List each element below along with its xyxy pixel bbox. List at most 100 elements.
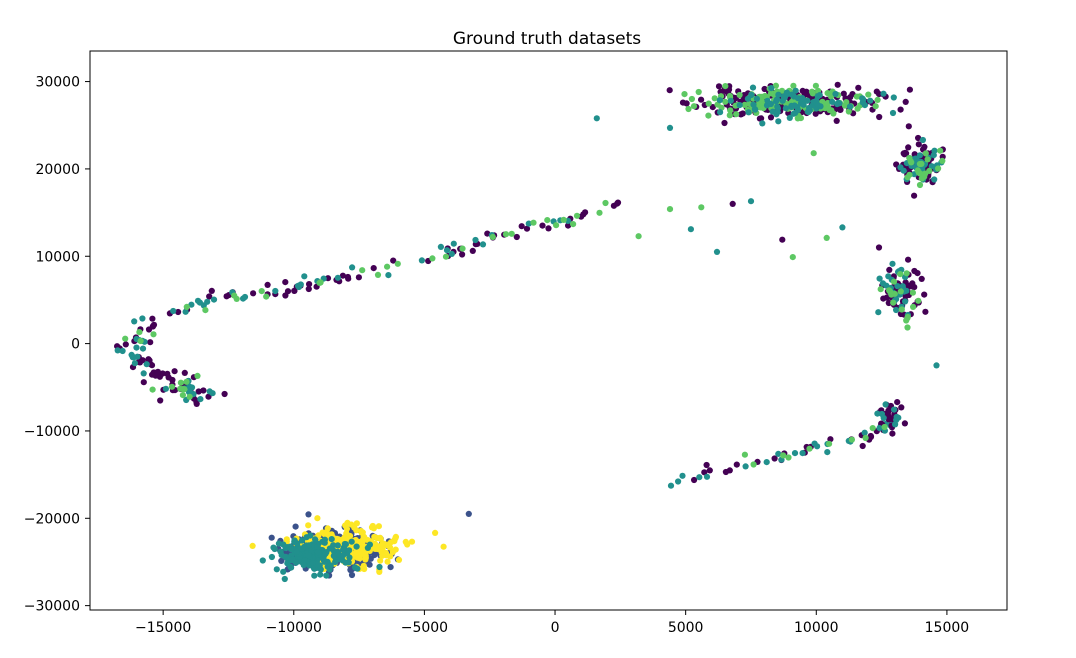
scatter-point: [666, 87, 673, 94]
scatter-point: [894, 399, 901, 406]
scatter-point: [440, 543, 447, 550]
x-tick-label: 10000: [794, 620, 839, 636]
scatter-point: [911, 267, 918, 275]
scatter-point: [334, 542, 341, 549]
scatter-point: [384, 263, 391, 270]
scatter-point: [921, 291, 928, 298]
scatter-point: [205, 393, 212, 400]
scatter-point: [136, 329, 143, 336]
scatter-point: [722, 98, 729, 105]
scatter-point: [905, 144, 912, 151]
scatter-point: [472, 236, 479, 244]
scatter-point: [733, 461, 740, 468]
scatter-point: [370, 265, 377, 272]
scatter-point: [443, 247, 451, 254]
scatter-point: [208, 287, 215, 294]
scatter-point: [323, 528, 330, 536]
scatter-point: [221, 390, 228, 398]
chart-title: Ground truth datasets: [453, 29, 641, 49]
scatter-point: [385, 272, 392, 279]
scatter-point: [799, 95, 806, 102]
scatter-point: [745, 109, 752, 116]
scatter-point: [727, 97, 734, 104]
scatter-point: [356, 555, 363, 562]
scatter-point: [880, 295, 887, 302]
scatter-point: [573, 212, 581, 219]
scatter-point: [371, 533, 378, 540]
scatter-point: [918, 275, 925, 282]
scatter-point: [882, 401, 889, 408]
scatter-point: [893, 306, 900, 314]
y-tick-label: 0: [71, 337, 80, 353]
scatter-point: [150, 331, 157, 338]
scatter-point: [891, 290, 898, 297]
scatter-point: [539, 222, 546, 229]
scatter-point: [565, 222, 572, 229]
scatter-point: [775, 118, 782, 125]
scatter-point: [307, 532, 314, 539]
scatter-point: [889, 109, 897, 117]
scatter-point: [596, 209, 603, 216]
scatter-point: [264, 281, 271, 288]
scatter-point: [933, 362, 940, 369]
scatter-point: [349, 264, 356, 271]
scatter-point: [890, 94, 897, 101]
scatter-point: [281, 575, 288, 583]
scatter-point: [353, 543, 360, 550]
scatter-point: [177, 379, 184, 386]
scatter-point: [179, 392, 186, 399]
scatter-point: [889, 430, 896, 437]
scatter-point: [919, 136, 927, 144]
scatter-point: [715, 83, 723, 90]
scatter-point: [408, 538, 416, 545]
scatter-point: [775, 450, 782, 457]
scatter-point: [792, 87, 799, 94]
scatter-point: [513, 233, 520, 241]
x-tick-label: −15000: [135, 620, 191, 636]
y-tick-label: 20000: [35, 162, 80, 178]
y-tick-label: −10000: [24, 424, 80, 440]
scatter-point: [282, 279, 289, 286]
scatter-point: [893, 413, 900, 421]
scatter-point: [392, 534, 399, 542]
scatter-point: [149, 315, 156, 322]
scatter-point: [767, 100, 775, 108]
scatter-point: [314, 549, 322, 556]
scatter-point: [703, 473, 711, 480]
scatter-point: [716, 97, 724, 104]
scatter-point: [299, 537, 306, 544]
scatter-point: [778, 87, 786, 94]
scatter-point: [353, 527, 360, 534]
scatter-point: [322, 550, 329, 557]
scatter-point: [188, 301, 195, 308]
scatter-point: [717, 109, 724, 116]
scatter-point: [377, 557, 384, 564]
scatter-point: [915, 169, 923, 176]
scatter-point: [824, 449, 831, 456]
scatter-point: [139, 315, 146, 322]
scatter-point: [293, 548, 300, 556]
scatter-point: [865, 91, 872, 98]
scatter-point: [384, 558, 391, 565]
scatter-point: [810, 150, 817, 157]
scatter-point: [119, 347, 126, 355]
scatter-point: [145, 356, 152, 363]
scatter-point: [845, 108, 852, 115]
scatter-point: [202, 307, 209, 314]
scatter-point: [268, 534, 275, 541]
scatter-point: [727, 107, 734, 114]
scatter-point: [848, 436, 856, 443]
scatter-point: [343, 530, 350, 537]
scatter-point: [139, 345, 147, 352]
scatter-point: [448, 250, 455, 257]
scatter-point: [355, 274, 362, 281]
scatter-point: [785, 454, 792, 461]
scatter-point: [859, 99, 866, 106]
scatter-point: [861, 429, 868, 436]
scatter-point: [937, 147, 944, 154]
scatter-point: [897, 164, 904, 171]
scatter-point: [899, 283, 906, 290]
scatter-point: [890, 278, 898, 285]
scatter-point: [162, 385, 169, 392]
scatter-point: [150, 322, 157, 329]
